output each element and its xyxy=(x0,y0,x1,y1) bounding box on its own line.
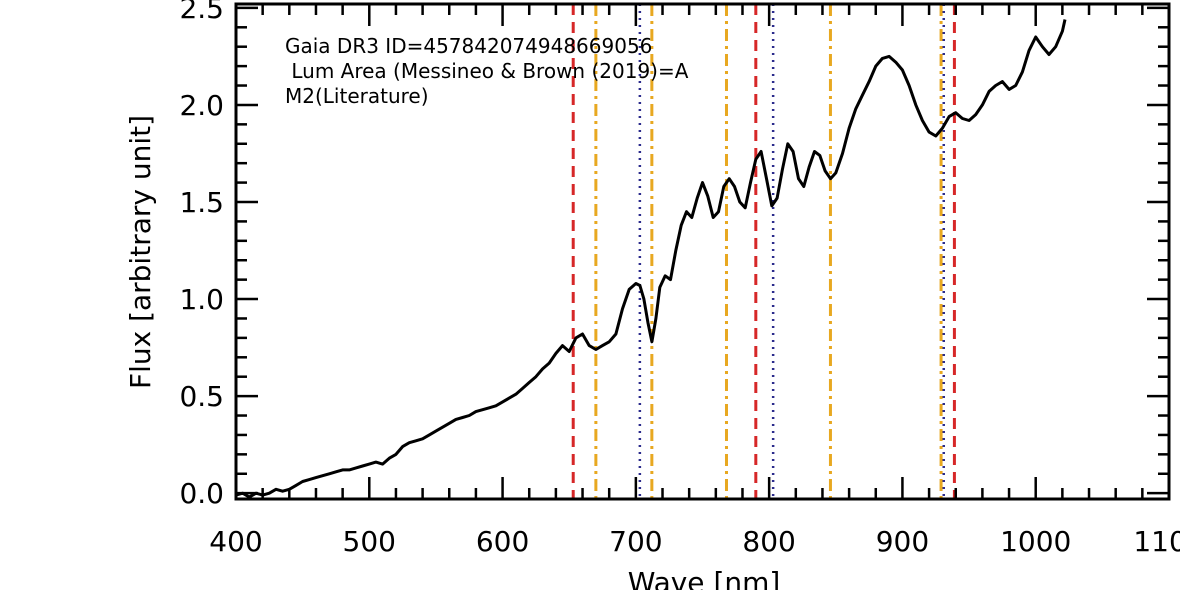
y-tick-label: 1.0 xyxy=(179,283,224,316)
y-tick-label: 0.0 xyxy=(179,477,224,510)
x-axis-title: Wave [nm] xyxy=(628,566,781,590)
annotation-spectral-type: M2(Literature) xyxy=(285,84,429,108)
y-tick-labels: 0.0 0.5 1.0 1.5 2.0 2.5 xyxy=(179,0,224,510)
x-tick-label: 1000 xyxy=(1000,525,1071,558)
x-tick-label: 400 xyxy=(209,525,262,558)
y-tick-label: 1.5 xyxy=(179,186,224,219)
annotation-gaia-id: Gaia DR3 ID=4578420749486690​56 xyxy=(285,34,652,58)
x-tick-label: 700 xyxy=(609,525,662,558)
y-tick-label: 2.0 xyxy=(179,89,224,122)
x-tick-label: 600 xyxy=(476,525,529,558)
annotation-lum-area: Lum Area (Messineo & Brown (2019)=A xyxy=(285,59,689,83)
spectral-line-markers xyxy=(571,4,956,499)
y-tick-label: 0.5 xyxy=(179,380,224,413)
x-tick-label: 800 xyxy=(742,525,795,558)
y-tick-label: 2.5 xyxy=(179,0,224,25)
plot-frame xyxy=(234,2,1171,501)
y-axis-title: Flux [arbitrary unit] xyxy=(124,115,157,389)
x-tick-label: 900 xyxy=(876,525,929,558)
x-tick-label: 500 xyxy=(343,525,396,558)
annotation-block: Gaia DR3 ID=4578420749486690​56 Lum Area… xyxy=(285,34,689,108)
axis-ticks xyxy=(234,4,1171,499)
flux-spectrum-line xyxy=(235,19,1067,499)
